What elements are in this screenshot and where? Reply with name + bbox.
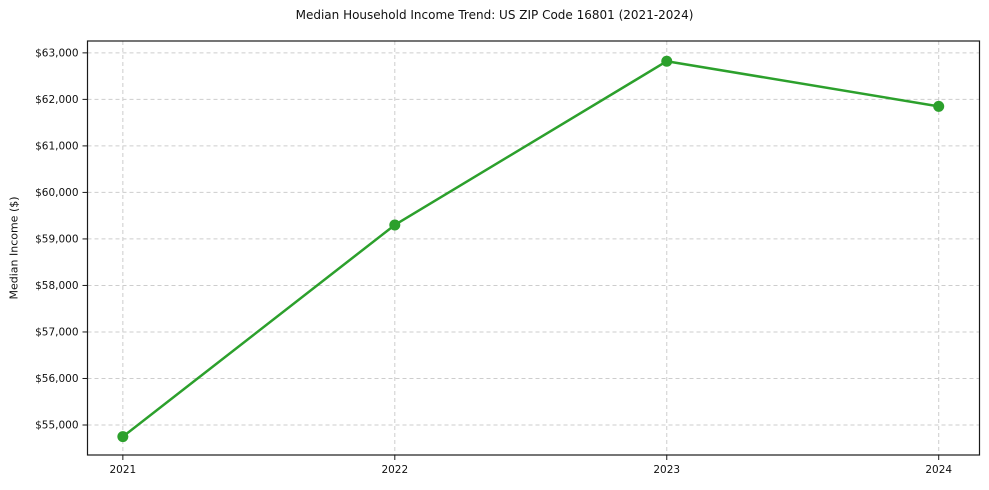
data-point-2024 bbox=[933, 100, 945, 112]
data-point-2022 bbox=[389, 219, 401, 231]
y-tick-label: $55,000 bbox=[35, 419, 78, 431]
y-tick-label: $57,000 bbox=[35, 326, 78, 338]
x-tick-label: 2021 bbox=[109, 464, 136, 476]
data-point-2021 bbox=[117, 431, 129, 443]
chart-title: Median Household Income Trend: US ZIP Co… bbox=[295, 8, 694, 22]
plot-border bbox=[86, 40, 981, 456]
y-tick-label: $63,000 bbox=[35, 47, 78, 59]
trend-line bbox=[121, 59, 940, 438]
x-tick-label: 2024 bbox=[925, 464, 952, 476]
y-tick-label: $60,000 bbox=[35, 187, 78, 199]
y-tick-label: $58,000 bbox=[35, 280, 78, 292]
y-tick-label: $56,000 bbox=[35, 373, 78, 385]
x-tick-label: 2023 bbox=[653, 464, 680, 476]
y-tick-label: $62,000 bbox=[35, 94, 78, 106]
y-tick-label: $59,000 bbox=[35, 233, 78, 245]
data-point-2023 bbox=[661, 55, 673, 67]
y-tick-label: $61,000 bbox=[35, 140, 78, 152]
x-tick-label: 2022 bbox=[381, 464, 408, 476]
